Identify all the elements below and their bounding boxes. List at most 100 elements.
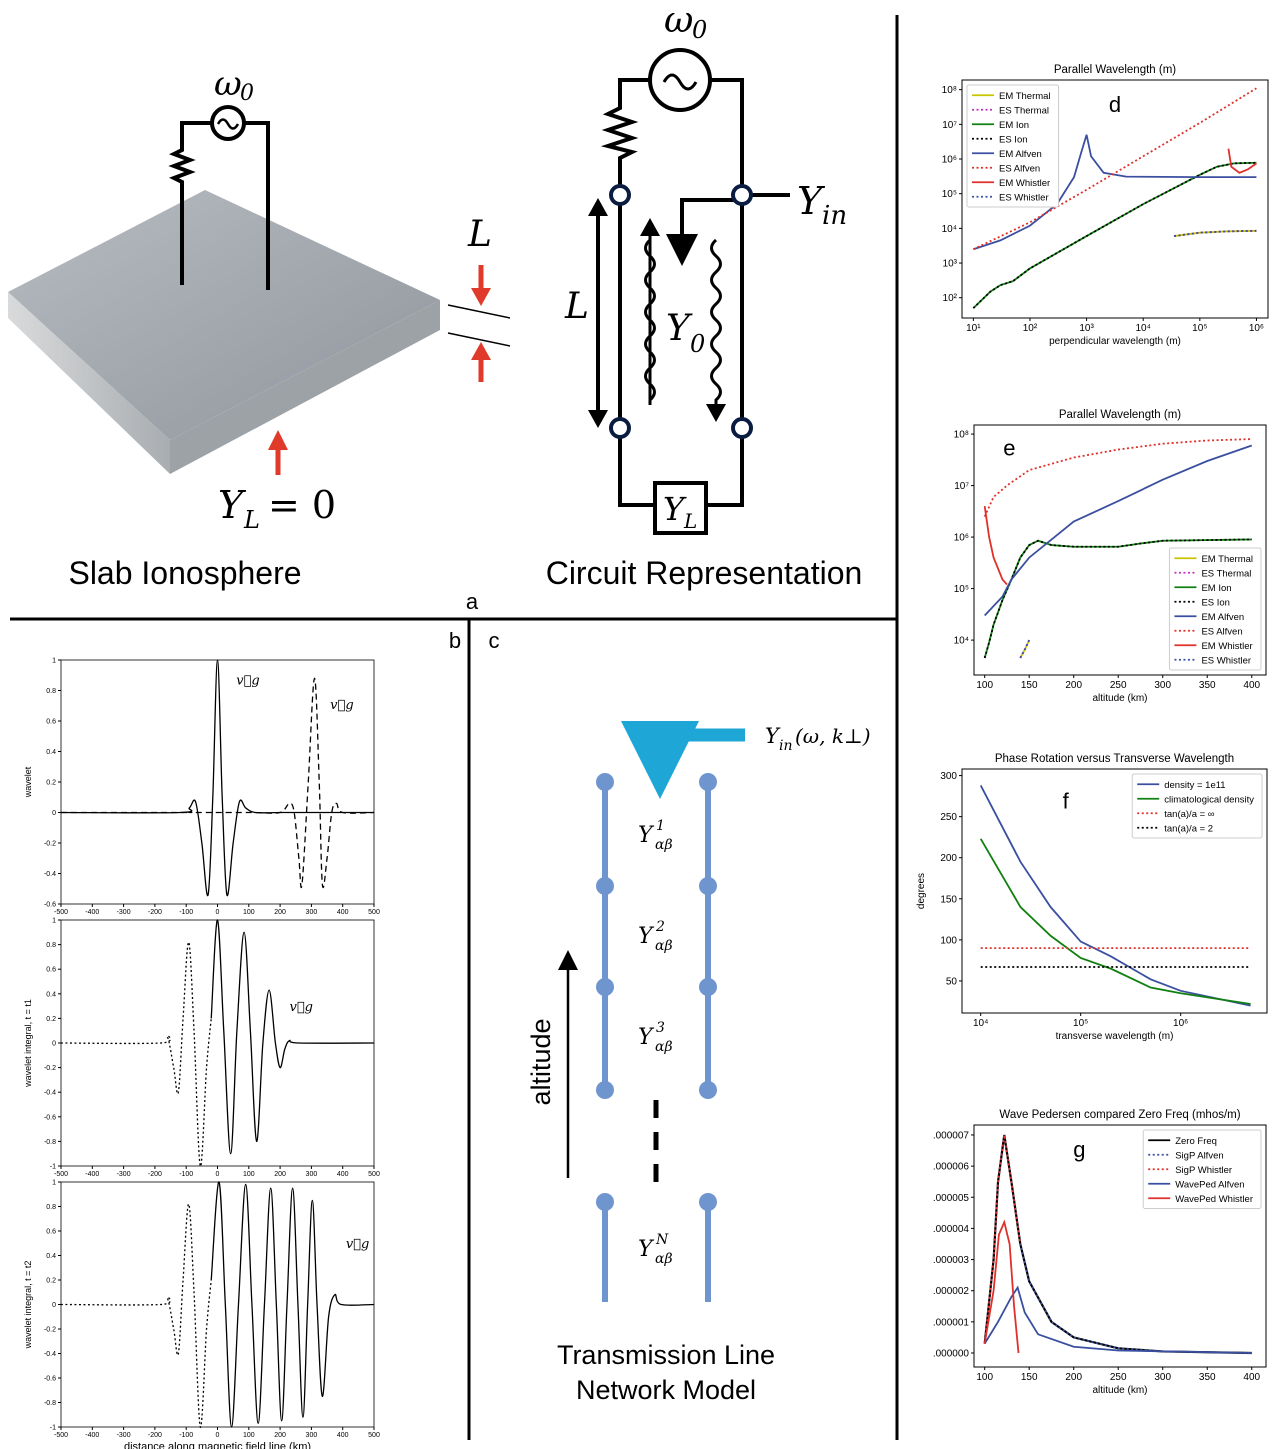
legend-label: ES Whistler	[999, 192, 1049, 203]
y-tick-label: -0.8	[44, 1400, 56, 1407]
length-label: L	[564, 286, 589, 327]
x-tick-label: -500	[54, 1171, 68, 1178]
panel-label: d	[1109, 92, 1121, 117]
omega: ω	[664, 0, 693, 41]
line-series	[979, 785, 1251, 1007]
y-tick-label: 0.2	[46, 1277, 56, 1284]
network-caption: Transmission Line	[557, 1340, 775, 1370]
x-tick-label: 100	[243, 909, 255, 916]
line-series	[984, 444, 1253, 617]
x-tick-label: 10⁵	[1192, 323, 1207, 334]
y-tick-label: 0	[52, 810, 56, 817]
omega-sub: 0	[240, 81, 254, 106]
legend-label: ES Alfven	[999, 163, 1040, 174]
line-series	[983, 505, 1008, 586]
load-sub: L	[243, 506, 260, 534]
line-series	[973, 134, 1257, 251]
network	[558, 721, 745, 1302]
y-tick-label: .000003	[933, 1255, 970, 1266]
x-tick-label: 300	[1154, 680, 1171, 691]
line-series	[972, 87, 1257, 251]
line-series	[983, 538, 1252, 659]
plot: -500 -400 -300 -200 -100 0 100 200 300 400 500 -0.6…	[23, 657, 380, 916]
line-series	[210, 1181, 375, 1428]
y-tick-label: .000000	[933, 1348, 970, 1359]
x-tick-label: 100	[976, 1372, 993, 1383]
legend-label: ES Alfven	[1201, 626, 1242, 637]
y-tick-label: 10⁴	[942, 224, 957, 235]
y-tick-label: .000001	[933, 1317, 970, 1328]
line-series	[983, 1285, 1252, 1354]
x-axis-label: distance along magnetic field line (km)	[124, 1441, 311, 1449]
x-tick-label: 400	[337, 1432, 349, 1439]
slab	[8, 190, 440, 474]
y-tick-label: 10⁶	[954, 533, 969, 544]
y-tick-label: 1	[52, 1179, 56, 1186]
x-tick-label: 0	[216, 1432, 220, 1439]
x-tick-label: 100	[976, 680, 993, 691]
x-tick-label: -100	[179, 909, 193, 916]
legend-label: SigP Whistler	[1175, 1165, 1232, 1176]
legend-label: SigP Alfven	[1175, 1150, 1223, 1161]
y-tick-label: 200	[940, 853, 957, 864]
y-tick-label: 0.2	[46, 779, 56, 786]
line-series	[60, 659, 374, 897]
altitude-label: altitude	[526, 1018, 556, 1105]
plot-frame	[60, 659, 375, 905]
y-tick-label: .000005	[933, 1193, 970, 1204]
legend-label: EM Ion	[999, 120, 1029, 131]
line-series	[1019, 639, 1031, 659]
y-tick-label: -0.2	[44, 1326, 56, 1333]
y-tick-label: 50	[946, 976, 958, 987]
chart-title: Parallel Wavelength (m)	[1054, 64, 1176, 76]
thickness-marker	[268, 265, 511, 475]
panel-label: g	[1073, 1137, 1085, 1162]
x-axis-label: altitude (km)	[1092, 1385, 1147, 1396]
y-tick-label: 1	[52, 917, 56, 924]
x-axis-label: perpendicular wavelength (m)	[1049, 336, 1181, 347]
legend-label: EM Ion	[1201, 583, 1231, 594]
legend-label: ES Ion	[999, 134, 1028, 145]
load-rest: = 0	[268, 483, 336, 527]
y-tick-label: 10⁴	[954, 636, 969, 647]
y-tick-label: 0.6	[46, 718, 56, 725]
y-tick-label: 10⁵	[954, 584, 969, 595]
plot: -500 -400 -300 -200 -100 0 100 200 300 400 500 -1 -0…	[23, 1179, 380, 1449]
segment-sup: 1	[656, 818, 665, 834]
y-tick-label: 10⁵	[942, 189, 957, 200]
x-tick-label: 150	[1021, 680, 1038, 691]
y-tick-label: 10³	[943, 259, 958, 270]
line-series	[61, 677, 375, 888]
x-tick-label: 500	[368, 1432, 380, 1439]
y-tick-label: 10⁸	[954, 430, 969, 441]
panel-label: a	[466, 589, 479, 614]
line-series	[1173, 229, 1257, 237]
y-tick-label: 10²	[943, 293, 958, 304]
x-tick-label: -200	[148, 1171, 162, 1178]
x-tick-label: 250	[1110, 680, 1127, 691]
legend-frame	[1142, 1129, 1262, 1209]
annotation: v⃗g	[346, 1237, 369, 1252]
y-tick-label: 0.8	[46, 942, 56, 949]
y-tick-label: 100	[940, 935, 957, 946]
x-tick-label: -200	[148, 909, 162, 916]
y-tick-label: 0.6	[46, 967, 56, 974]
legend-label: ES Thermal	[999, 105, 1049, 116]
y-tick-label: 0.4	[46, 749, 56, 756]
segment: Y	[638, 924, 655, 949]
x-tick-label: 200	[274, 909, 286, 916]
legend-label: EM Alfven	[1201, 612, 1244, 623]
segment-labels: Y 1 αβ Y 2 αβ Y 3 αβ Y N αβ	[638, 818, 673, 1267]
y-tick-label: 0	[52, 1302, 56, 1309]
legend-label: ES Thermal	[1201, 568, 1251, 579]
plot: 100 150 200 250 300 350 400 .000000 .000001 .0000…	[933, 1109, 1267, 1396]
legend-label: Zero Freq	[1175, 1136, 1217, 1147]
x-tick-label: -500	[54, 909, 68, 916]
legend-frame	[1131, 773, 1263, 839]
line-admittance: Y	[666, 308, 693, 349]
y-tick-label: -0.4	[44, 1351, 56, 1358]
network-input: Y	[765, 724, 781, 748]
x-tick-label: -300	[117, 909, 131, 916]
y-tick-label: .000006	[933, 1162, 970, 1173]
